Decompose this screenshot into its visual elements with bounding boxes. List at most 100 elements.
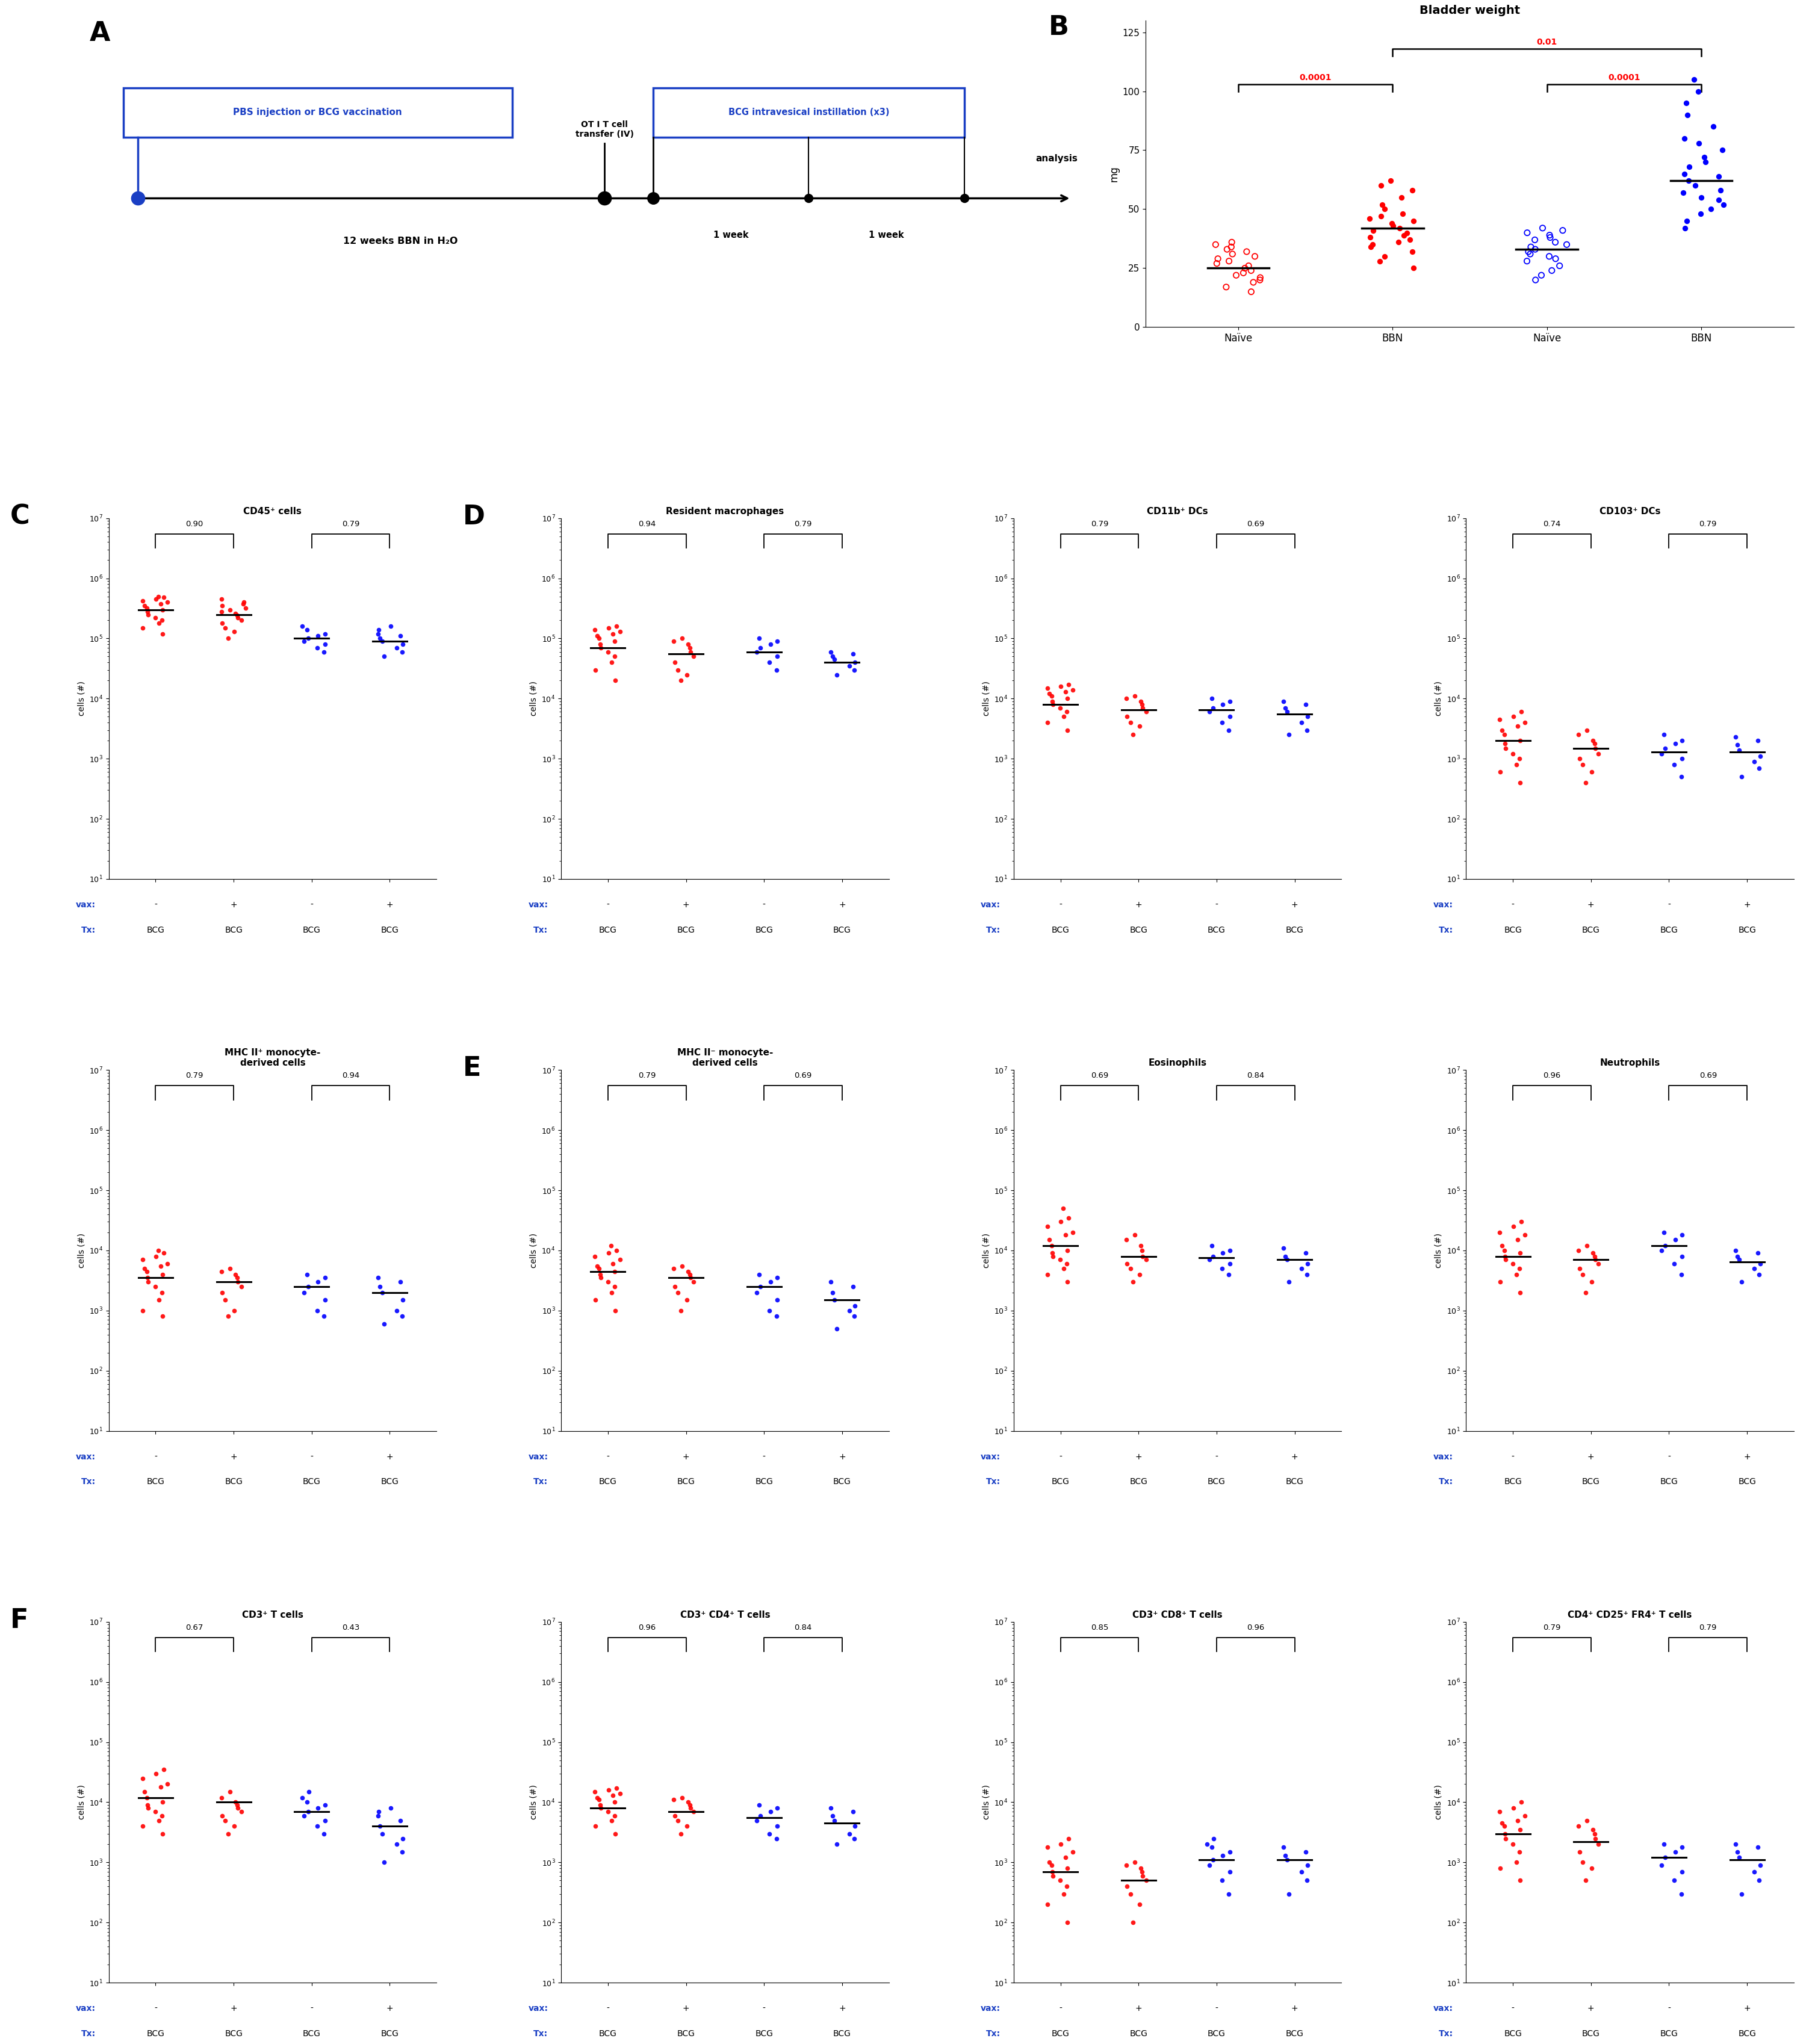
Point	[1058, 672, 1087, 705]
Point	[1290, 689, 1319, 722]
Title: CD103⁺ DCs: CD103⁺ DCs	[1600, 507, 1660, 515]
Point	[660, 1799, 689, 1831]
Text: +: +	[1743, 2005, 1750, 2013]
Text: BCG: BCG	[1207, 926, 1225, 934]
Point	[1049, 1192, 1078, 1224]
Text: Tx:: Tx:	[1439, 1478, 1453, 1486]
Title: CD3⁺ CD4⁺ T cells: CD3⁺ CD4⁺ T cells	[680, 1611, 770, 1619]
Point	[1127, 689, 1156, 722]
Text: BCG: BCG	[1738, 926, 1756, 934]
Point	[672, 1809, 701, 1842]
Point	[364, 1795, 393, 1827]
Point	[1743, 724, 1772, 756]
Text: vax:: vax:	[76, 1453, 96, 1461]
Point	[1506, 1864, 1535, 1897]
Point	[756, 1795, 785, 1827]
Text: BCG: BCG	[303, 926, 321, 934]
Point	[1216, 701, 1245, 734]
Point	[223, 1793, 252, 1825]
Point	[1669, 123, 1698, 155]
Point	[1272, 1844, 1301, 1876]
Point	[219, 1809, 248, 1842]
Point	[667, 664, 696, 697]
Point	[1672, 86, 1701, 119]
Point	[1218, 237, 1247, 270]
Point	[1506, 1206, 1535, 1239]
Title: Bladder weight: Bladder weight	[1419, 4, 1520, 16]
Text: BCG: BCG	[225, 2030, 243, 2038]
Point	[817, 1275, 846, 1308]
Point	[1214, 1878, 1243, 1911]
Point	[680, 1795, 708, 1827]
Point	[1245, 262, 1274, 294]
Point	[580, 613, 609, 646]
Point	[1036, 1850, 1065, 1883]
Point	[1488, 1228, 1517, 1261]
Point	[583, 619, 612, 652]
Point	[841, 1290, 870, 1322]
Text: BCG: BCG	[1129, 1478, 1147, 1486]
Point	[672, 1284, 701, 1316]
Point	[1270, 1840, 1299, 1872]
Text: vax:: vax:	[1433, 2005, 1453, 2013]
Point	[1499, 1210, 1528, 1243]
Point	[228, 587, 257, 619]
Point	[1116, 1253, 1145, 1286]
Point	[134, 599, 163, 632]
Point	[141, 1758, 170, 1791]
Point	[594, 611, 623, 644]
Point	[1359, 215, 1388, 247]
Point	[1651, 1228, 1680, 1261]
Text: -: -	[154, 1453, 158, 1461]
Point	[1580, 1817, 1609, 1850]
Point	[1399, 251, 1428, 284]
Point	[1491, 1243, 1520, 1275]
Point	[1038, 1237, 1067, 1269]
Point	[602, 609, 631, 642]
Point	[1218, 231, 1247, 264]
Point	[223, 1261, 252, 1294]
Y-axis label: cells (#): cells (#)	[78, 1784, 85, 1819]
Point	[839, 638, 868, 670]
Point	[743, 1805, 772, 1838]
Point	[1488, 713, 1517, 746]
Point	[1209, 1237, 1238, 1269]
Text: BCG: BCG	[834, 926, 852, 934]
Text: BCG: BCG	[600, 926, 616, 934]
Point	[1357, 231, 1386, 264]
Point	[1584, 738, 1613, 771]
Point	[1667, 1856, 1696, 1889]
Point	[1520, 223, 1549, 256]
Point	[1489, 717, 1518, 750]
Point	[1511, 1218, 1540, 1251]
Text: E: E	[462, 1055, 482, 1081]
Point	[1576, 756, 1605, 789]
Point	[210, 611, 239, 644]
Point	[1573, 1805, 1602, 1838]
Point	[290, 1275, 319, 1308]
Text: +: +	[1743, 901, 1750, 910]
Point	[141, 601, 170, 634]
Text: BCG: BCG	[381, 1478, 399, 1486]
Point	[368, 1275, 397, 1308]
Point	[1506, 1813, 1535, 1846]
Point	[1212, 233, 1241, 266]
Point	[1229, 258, 1258, 290]
Y-axis label: cells (#): cells (#)	[529, 1233, 538, 1267]
Point	[1515, 237, 1544, 270]
Point	[1033, 1257, 1062, 1290]
Point	[1379, 208, 1408, 241]
Point	[310, 1817, 339, 1850]
Text: BCG: BCG	[1504, 926, 1522, 934]
Point	[756, 1265, 785, 1298]
Text: BCG: BCG	[1051, 1478, 1069, 1486]
Point	[596, 1275, 625, 1308]
Point	[143, 580, 172, 613]
Text: vax:: vax:	[527, 901, 547, 910]
Point	[1740, 1856, 1769, 1889]
Point	[152, 1247, 181, 1280]
Y-axis label: cells (#): cells (#)	[1435, 1233, 1442, 1267]
Point	[1576, 1265, 1605, 1298]
Y-axis label: cells (#): cells (#)	[1435, 681, 1442, 715]
Point	[1051, 1218, 1080, 1251]
